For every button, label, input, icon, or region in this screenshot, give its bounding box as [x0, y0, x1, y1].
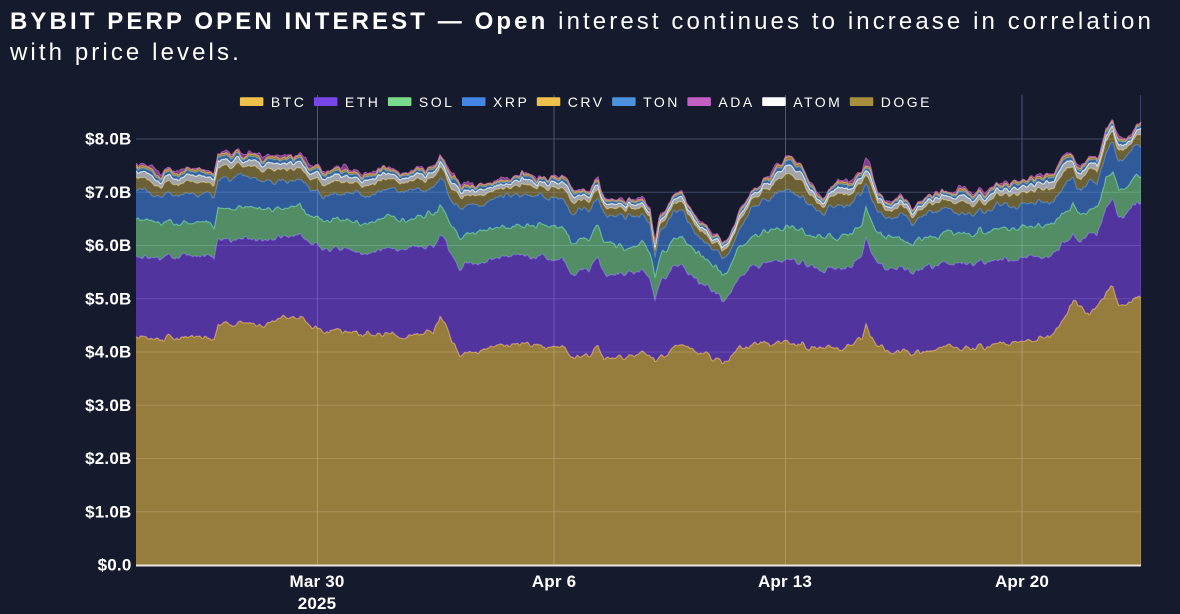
- svg-text:Apr 13: Apr 13: [758, 572, 812, 591]
- svg-text:XRP: XRP: [493, 94, 529, 110]
- svg-text:$8.0B: $8.0B: [85, 130, 131, 149]
- svg-text:2025: 2025: [298, 594, 337, 613]
- svg-text:$4.0B: $4.0B: [85, 343, 131, 362]
- svg-text:$1.0B: $1.0B: [85, 503, 131, 522]
- svg-text:CRV: CRV: [568, 94, 605, 110]
- svg-text:$6.0B: $6.0B: [85, 236, 131, 255]
- svg-text:ADA: ADA: [718, 94, 754, 110]
- svg-text:$0.0: $0.0: [98, 556, 132, 575]
- svg-text:DOGE: DOGE: [881, 94, 932, 110]
- svg-text:SOL: SOL: [419, 94, 455, 110]
- svg-text:Apr 6: Apr 6: [532, 572, 576, 591]
- svg-text:BTC: BTC: [271, 94, 307, 110]
- svg-text:$3.0B: $3.0B: [85, 396, 131, 415]
- svg-text:Apr 20: Apr 20: [995, 572, 1049, 591]
- svg-text:$7.0B: $7.0B: [85, 183, 131, 202]
- svg-text:Mar 30: Mar 30: [289, 572, 344, 591]
- svg-text:ATOM: ATOM: [793, 94, 842, 110]
- svg-text:ETH: ETH: [345, 94, 381, 110]
- svg-text:$5.0B: $5.0B: [85, 289, 131, 308]
- svg-text:TON: TON: [643, 94, 680, 110]
- svg-text:$2.0B: $2.0B: [85, 449, 131, 468]
